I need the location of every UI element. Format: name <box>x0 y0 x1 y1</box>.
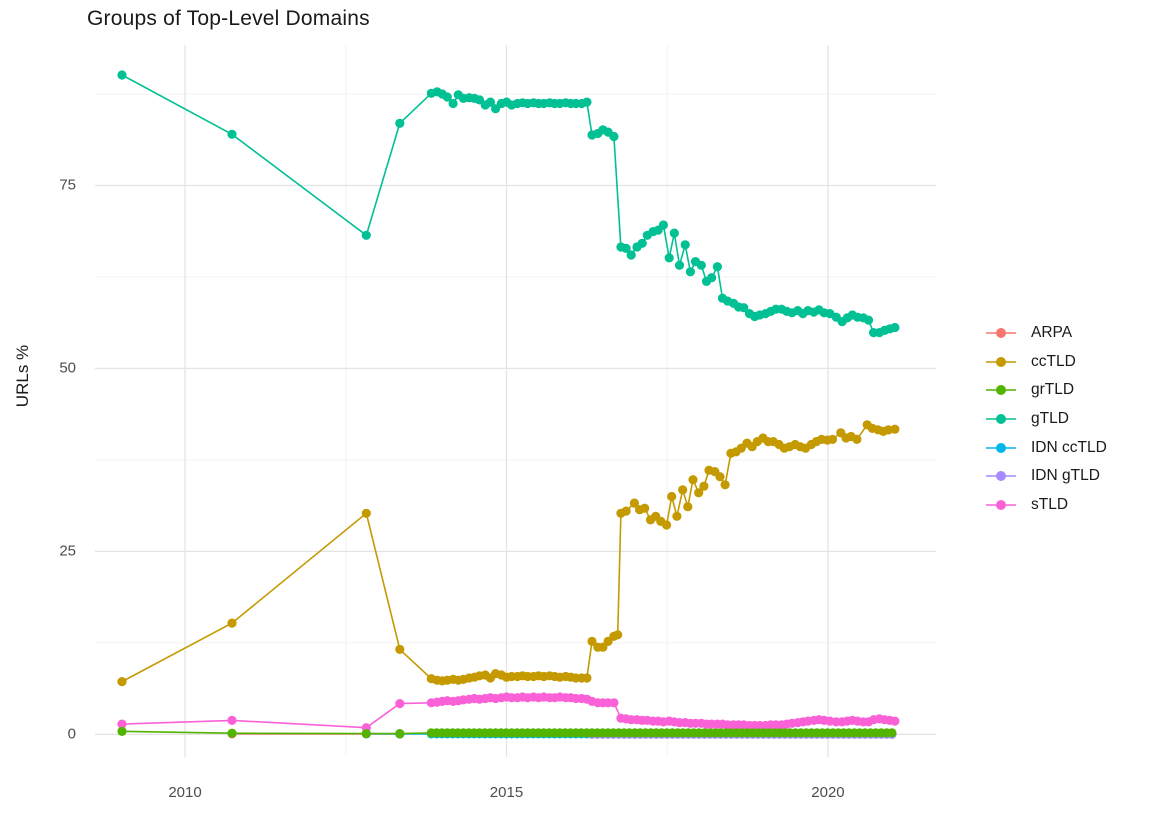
legend-swatch-icon <box>986 414 1016 425</box>
data-point <box>227 715 237 726</box>
data-point <box>609 698 619 708</box>
x-axis-tick-label: 2020 <box>811 784 845 801</box>
data-point <box>739 303 749 313</box>
legend-item-grtld: grTLD <box>985 378 1107 403</box>
series-points-grtld <box>117 726 897 739</box>
data-point <box>626 250 636 260</box>
data-point <box>887 728 897 738</box>
legend-swatch-icon <box>986 356 1016 367</box>
data-point <box>609 131 619 142</box>
data-point <box>707 273 717 283</box>
y-axis-tick-label: 0 <box>67 725 76 743</box>
x-axis-tick-label: 2010 <box>168 784 202 801</box>
data-point <box>117 677 127 687</box>
data-point <box>678 485 688 495</box>
y-axis-tick-label: 50 <box>59 359 76 377</box>
legend-item-idn-gtld: IDN gTLD <box>985 464 1107 489</box>
data-point <box>640 503 650 513</box>
legend-item-cctld: ccTLD <box>985 350 1107 375</box>
data-point <box>582 673 592 683</box>
data-point <box>448 98 458 109</box>
data-point <box>658 220 669 230</box>
data-point <box>621 243 631 253</box>
legend-item-label: gTLD <box>1031 410 1069 428</box>
data-point <box>117 726 127 737</box>
legend-item-label: IDN gTLD <box>1031 467 1100 485</box>
data-point <box>227 728 237 738</box>
legend-item-label: sTLD <box>1031 495 1069 513</box>
legend-item-gtld: gTLD <box>985 407 1107 432</box>
data-point <box>669 228 679 238</box>
data-point <box>395 729 405 739</box>
series-line-gtld <box>121 74 896 334</box>
legend-item-label: ccTLD <box>1031 352 1076 370</box>
legend: ARPA ccTLD grTLD gTLD IDN ccTLD IDN gTLD sTLD <box>985 321 1107 521</box>
legend-swatch-icon <box>986 385 1016 396</box>
data-point <box>890 424 900 434</box>
data-point <box>361 729 371 739</box>
data-point <box>637 238 647 248</box>
y-axis-tick-label: 75 <box>59 176 76 194</box>
y-axis-tick-label: 25 <box>59 542 76 560</box>
data-point <box>582 97 592 107</box>
chart-title: Groups of Top-Level Domains <box>87 7 370 30</box>
series-points-cctld <box>117 420 900 687</box>
data-point <box>227 129 237 139</box>
data-point <box>662 520 672 530</box>
legend-item-arpa: ARPA <box>985 321 1107 346</box>
data-point <box>672 511 682 521</box>
data-point <box>699 481 709 491</box>
legend-swatch-icon <box>986 471 1016 482</box>
data-point <box>683 502 693 512</box>
legend-item-stld: sTLD <box>985 493 1107 518</box>
series-points-gtld <box>117 70 900 338</box>
data-point <box>621 506 631 516</box>
data-point <box>827 434 838 444</box>
data-point <box>395 118 405 128</box>
data-point <box>361 230 371 240</box>
data-point <box>688 475 698 485</box>
data-point <box>485 97 495 107</box>
data-point <box>890 322 900 333</box>
data-point <box>587 636 597 647</box>
data-point <box>664 253 674 263</box>
data-point <box>890 716 900 726</box>
data-point <box>712 262 723 272</box>
legend-item-label: grTLD <box>1031 381 1075 399</box>
data-point <box>667 491 677 502</box>
data-point <box>613 630 623 640</box>
legend-swatch-icon <box>986 499 1016 510</box>
series-points-stld <box>117 692 900 733</box>
data-point <box>117 70 127 80</box>
data-point <box>680 240 690 250</box>
data-point <box>395 644 405 655</box>
data-point <box>442 92 452 102</box>
legend-item-label: IDN ccTLD <box>1031 438 1107 456</box>
data-point <box>674 260 685 270</box>
legend-swatch-icon <box>986 442 1016 453</box>
data-point <box>629 498 640 508</box>
data-point <box>863 315 874 325</box>
legend-item-idn-cctld: IDN ccTLD <box>985 435 1107 460</box>
data-point <box>395 699 405 709</box>
data-point <box>227 618 237 628</box>
data-point <box>117 719 127 729</box>
data-point <box>694 488 704 498</box>
data-point <box>685 267 696 277</box>
legend-item-label: ARPA <box>1031 324 1073 342</box>
data-point <box>852 434 862 444</box>
data-point <box>715 472 725 482</box>
legend-swatch-icon <box>986 328 1016 339</box>
x-axis-tick-label: 2015 <box>489 784 524 801</box>
data-point <box>720 480 730 490</box>
data-point <box>361 508 371 518</box>
data-point <box>696 260 706 270</box>
